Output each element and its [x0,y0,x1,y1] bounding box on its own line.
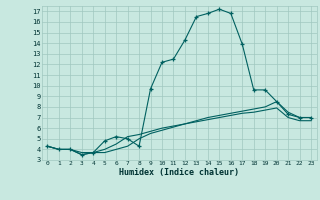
X-axis label: Humidex (Indice chaleur): Humidex (Indice chaleur) [119,168,239,177]
